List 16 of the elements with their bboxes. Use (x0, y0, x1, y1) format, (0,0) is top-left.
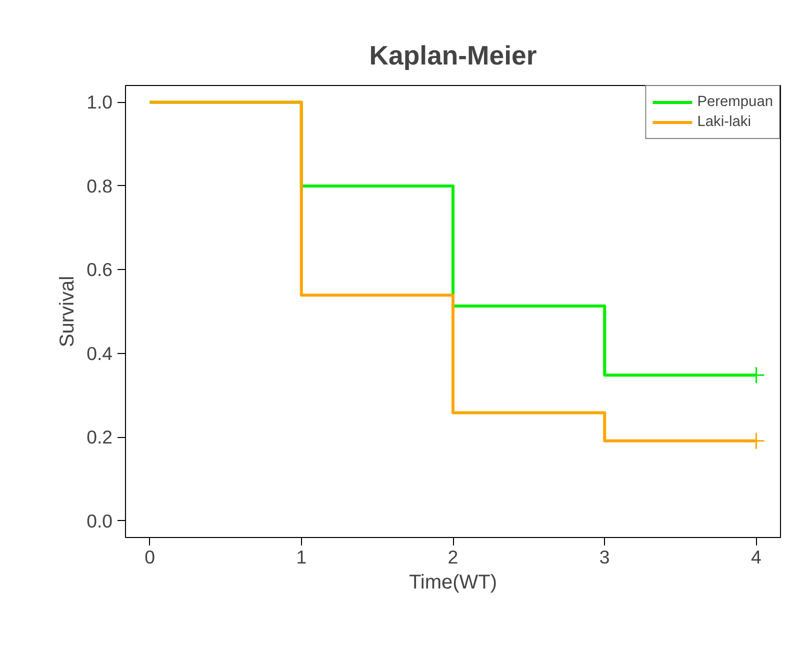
y-tick-label: 0.4 (86, 342, 113, 364)
x-tick-label: 2 (448, 546, 458, 568)
x-tick-label: 0 (144, 546, 155, 568)
y-axis-title: Survival (56, 276, 79, 348)
x-tick-label: 3 (599, 546, 610, 568)
legend-label: Laki-laki (697, 114, 751, 130)
legend-label: Perempuan (697, 94, 773, 110)
chart-title: Kaplan-Meier (369, 40, 537, 70)
x-tick-label: 1 (296, 546, 307, 568)
x-axis-title: Time(WT) (408, 572, 498, 594)
y-tick-label: 0.0 (86, 510, 113, 532)
x-tick-label: 4 (751, 546, 762, 568)
y-tick-label: 1.0 (86, 92, 113, 113)
y-tick-label: 0.2 (86, 426, 113, 448)
y-tick-label: 0.8 (86, 175, 113, 196)
y-tick-label: 0.6 (86, 259, 113, 280)
